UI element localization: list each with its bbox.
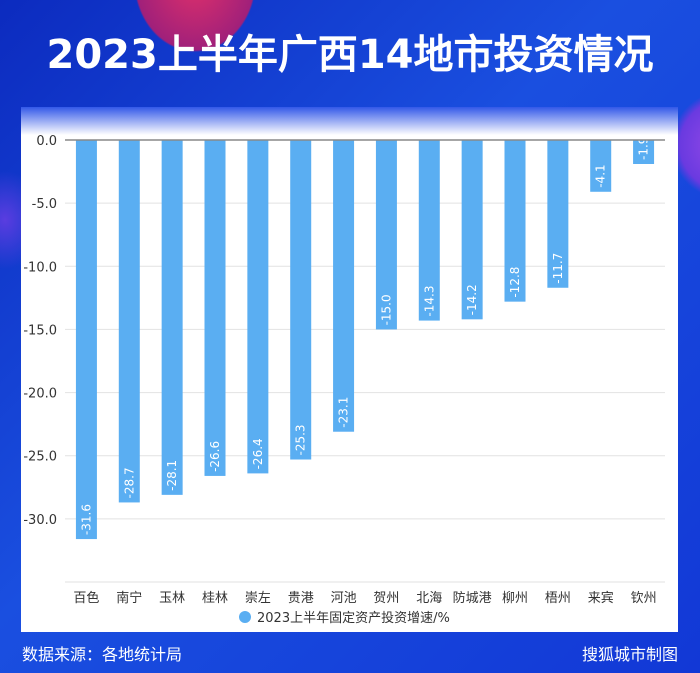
bar	[461, 140, 483, 320]
bar	[333, 140, 355, 432]
x-tick-label: 来宾	[588, 590, 614, 606]
data-label: -28.7	[122, 467, 136, 498]
bar	[118, 140, 140, 503]
credit-note: 搜狐城市制图	[581, 645, 678, 664]
x-tick-label: 崇左	[245, 591, 271, 606]
y-tick-label: -5.0	[32, 197, 57, 212]
bar	[75, 140, 97, 540]
bar	[290, 140, 312, 460]
data-label: -4.1	[594, 164, 608, 187]
legend-marker	[239, 611, 251, 623]
data-label: -14.2	[465, 284, 479, 315]
data-label: -26.6	[208, 441, 222, 472]
data-label: -11.7	[551, 253, 565, 284]
bar	[247, 140, 269, 474]
source-note: 数据来源：各地统计局	[22, 645, 183, 664]
y-tick-label: -15.0	[23, 323, 57, 338]
x-tick-label: 防城港	[453, 590, 492, 606]
x-tick-label: 贺州	[373, 591, 399, 606]
data-label: -31.6	[79, 504, 93, 535]
x-tick-label: 百色	[73, 590, 99, 606]
legend-label: 2023上半年固定资产投资增速/%	[257, 610, 450, 626]
bar	[161, 140, 183, 495]
data-label: -25.3	[294, 424, 308, 455]
panel-fade	[21, 107, 678, 135]
y-tick-label: 0.0	[36, 134, 57, 149]
data-label: -12.8	[508, 267, 522, 298]
bar	[590, 140, 612, 192]
bar	[418, 140, 440, 321]
page-title: 2023上半年广西14地市投资情况	[46, 32, 654, 78]
data-label: -26.4	[251, 438, 265, 469]
x-tick-label: 南宁	[116, 590, 142, 606]
data-label: -23.1	[337, 397, 351, 428]
data-label: -14.3	[422, 286, 436, 317]
bar	[504, 140, 526, 302]
x-tick-label: 河池	[331, 591, 357, 606]
bar	[204, 140, 226, 476]
bar	[633, 140, 655, 164]
bar	[547, 140, 569, 288]
data-label: -15.0	[379, 294, 393, 325]
data-label: -1.9	[637, 137, 651, 160]
x-tick-label: 北海	[416, 591, 442, 606]
x-tick-label: 玉林	[159, 591, 185, 606]
x-tick-label: 柳州	[502, 591, 528, 606]
y-tick-label: -20.0	[23, 387, 57, 402]
bar	[375, 140, 397, 330]
x-tick-label: 钦州	[631, 591, 657, 606]
x-tick-label: 贵港	[288, 591, 314, 606]
y-tick-label: -10.0	[23, 260, 57, 275]
data-label: -28.1	[165, 460, 179, 491]
x-tick-label: 梧州	[545, 591, 571, 606]
decor-circle	[110, 0, 280, 80]
x-tick-label: 桂林	[202, 591, 228, 606]
y-tick-label: -25.0	[23, 450, 57, 465]
y-tick-label: -30.0	[23, 513, 57, 528]
